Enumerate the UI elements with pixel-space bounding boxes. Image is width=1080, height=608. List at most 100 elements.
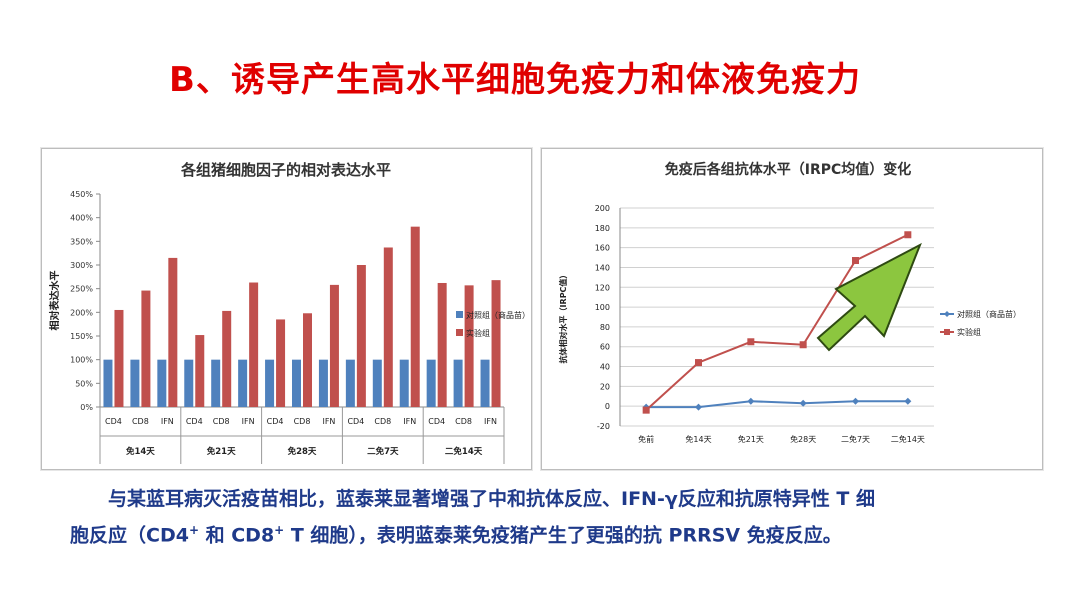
x-category-label: CD4 [347,417,364,426]
bar-control [130,359,140,407]
line-chart-panel: 免疫后各组抗体水平（IRPC均值）变化 -20 0 20 40 60 80 100 120 140… [541,148,1043,470]
x-category-label: 免21天 [738,434,764,444]
y-tick-label: 0 [605,402,610,411]
legend-label-control: 对照组（商品苗） [466,310,530,320]
y-tick-label: 200 [595,204,610,213]
y-tick-label: 100 [595,303,610,312]
antibody-line-chart: 免疫后各组抗体水平（IRPC均值）变化 -20 0 20 40 60 80 100 120 140… [558,161,1021,444]
point-control [904,397,912,405]
y-tick-label: 120 [595,283,610,292]
x-category-label: 免前 [638,434,654,444]
cytokine-bar-chart: 各组猪细胞因子的相对表达水平 0% 50% 100% 150% 200% 250% 300% 3… [48,161,530,464]
y-tick-label: -20 [597,422,610,431]
caption-line-1: 与某蓝耳病灭活疫苗相比，蓝泰莱显著增强了中和抗体反应、IFN-γ反应和抗原特异性… [108,488,875,510]
bar-experiment [383,247,393,407]
chart-title: 各组猪细胞因子的相对表达水平 [180,161,391,179]
y-tick-label: 150% [70,332,93,341]
x-category-label: IFN [322,417,335,426]
trend-arrow-annotation [816,242,922,352]
bar-experiment [168,257,178,407]
y-tick-label: 60 [600,343,610,352]
y-tick-label: 0% [80,403,93,412]
bar-control [184,359,194,407]
legend-label-control: 对照组（商品苗） [957,309,1021,319]
point-control [747,397,755,405]
bar-control [345,359,355,407]
caption-sup-2: + [274,523,285,537]
bar-control [265,359,275,407]
bar-control [157,359,167,407]
x-category-label: CD4 [267,417,284,426]
y-tick-label: 300% [70,261,93,270]
bar-experiment [141,290,151,407]
bar-experiment [329,284,339,407]
y-tick-label: 20 [600,382,610,391]
bar-chart-panel: 各组猪细胞因子的相对表达水平 0% 50% 100% 150% 200% 250% 300% 3… [41,148,532,470]
y-axis-label: 抗体相对水平（IRPC值） [558,271,568,364]
x-category-label: CD8 [294,417,311,426]
point-experiment [852,257,859,265]
caption-line-2c: T 细胞），表明蓝泰莱免疫猪产生了更强的抗 PRRSV 免疫反应。 [284,524,842,547]
bar-control [453,359,463,407]
slide-title: B、诱导产生高水平细胞免疫力和体液免疫力 [169,60,861,100]
x-group-label: 免28天 [288,446,317,457]
x-group-label: 二免14天 [445,446,483,457]
x-category-label: CD8 [213,417,230,426]
y-tick-label: 80 [600,323,610,332]
bar-control [292,359,301,407]
point-control [695,403,702,411]
bar-experiment [195,335,205,407]
series-line-control [646,400,908,409]
legend-marker-control [944,311,950,317]
x-category-label: CD8 [374,417,391,426]
legend-label-experiment: 实验组 [957,327,981,337]
bar-control [480,359,490,407]
point-experiment [642,406,650,414]
bar-control [211,359,221,407]
bar-experiment [491,280,501,407]
y-tick-label: 160 [595,244,610,253]
bar-experiment [464,285,474,407]
x-category-label: IFN [484,417,497,426]
bar-experiment [410,226,420,407]
point-experiment [904,231,912,239]
x-category-label: CD4 [186,417,203,426]
x-category-label: CD8 [132,417,149,426]
point-experiment [799,341,807,349]
legend-marker-experiment [944,329,950,335]
point-control [799,399,807,407]
x-category-label: 免14天 [685,434,711,444]
y-axis-label: 相对表达水平 [48,271,61,331]
bar-control [372,359,382,407]
x-category-label: 二免14天 [891,434,925,444]
x-category-label: CD4 [105,417,122,426]
x-category-label: IFN [403,417,416,426]
x-category-label: CD8 [455,417,472,426]
point-experiment [695,359,702,367]
bar-control [318,359,328,407]
bar-control [426,359,436,407]
y-tick-label: 50% [75,379,93,388]
bar-experiment [114,309,124,407]
y-tick-label: 180 [595,224,610,233]
bar-experiment [303,313,312,407]
bar-control [399,359,409,407]
y-tick-label: 250% [70,285,93,294]
caption-line-2b: 和 CD8 [199,524,275,547]
bar-experiment [356,265,366,407]
bar-experiment [437,282,447,407]
legend-swatch-control [456,311,463,318]
y-tick-label: 100% [70,356,93,365]
legend-swatch-experiment [456,329,463,336]
x-category-label: IFN [242,417,255,426]
series-line-experiment [645,233,909,411]
x-category-label: 二免7天 [841,434,870,444]
chart-title: 免疫后各组抗体水平（IRPC均值）变化 [665,161,912,178]
y-tick-label: 400% [70,214,93,223]
x-category-label: CD4 [428,417,445,426]
bar-experiment [222,310,232,407]
x-group-label: 免21天 [207,446,236,457]
point-control [852,397,859,405]
caption-line-2a: 胞反应（CD4 [70,524,189,547]
x-group-label: 免14天 [126,446,155,457]
